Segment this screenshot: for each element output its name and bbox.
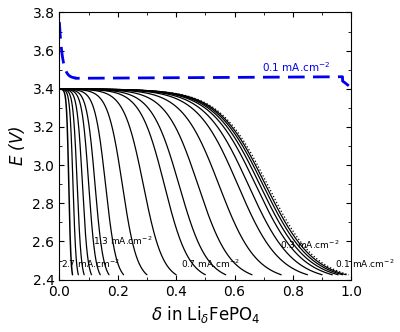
Text: 0.7 mA.cm$^{-2}$: 0.7 mA.cm$^{-2}$ — [180, 258, 239, 270]
X-axis label: $\delta$ in Li$_\delta$FePO$_4$: $\delta$ in Li$_\delta$FePO$_4$ — [151, 304, 260, 325]
Y-axis label: $E$ (V): $E$ (V) — [7, 126, 27, 166]
Text: 0.3 mA.cm$^{-2}$: 0.3 mA.cm$^{-2}$ — [280, 239, 339, 251]
Text: 0.1 mA.cm$^{-2}$: 0.1 mA.cm$^{-2}$ — [335, 258, 394, 270]
Text: 2.7 mA.cm$^{-2}$: 2.7 mA.cm$^{-2}$ — [61, 258, 120, 270]
Text: 0.1 mA.cm$^{-2}$: 0.1 mA.cm$^{-2}$ — [262, 60, 330, 74]
Text: 1.3 mA.cm$^{-2}$: 1.3 mA.cm$^{-2}$ — [93, 235, 152, 247]
